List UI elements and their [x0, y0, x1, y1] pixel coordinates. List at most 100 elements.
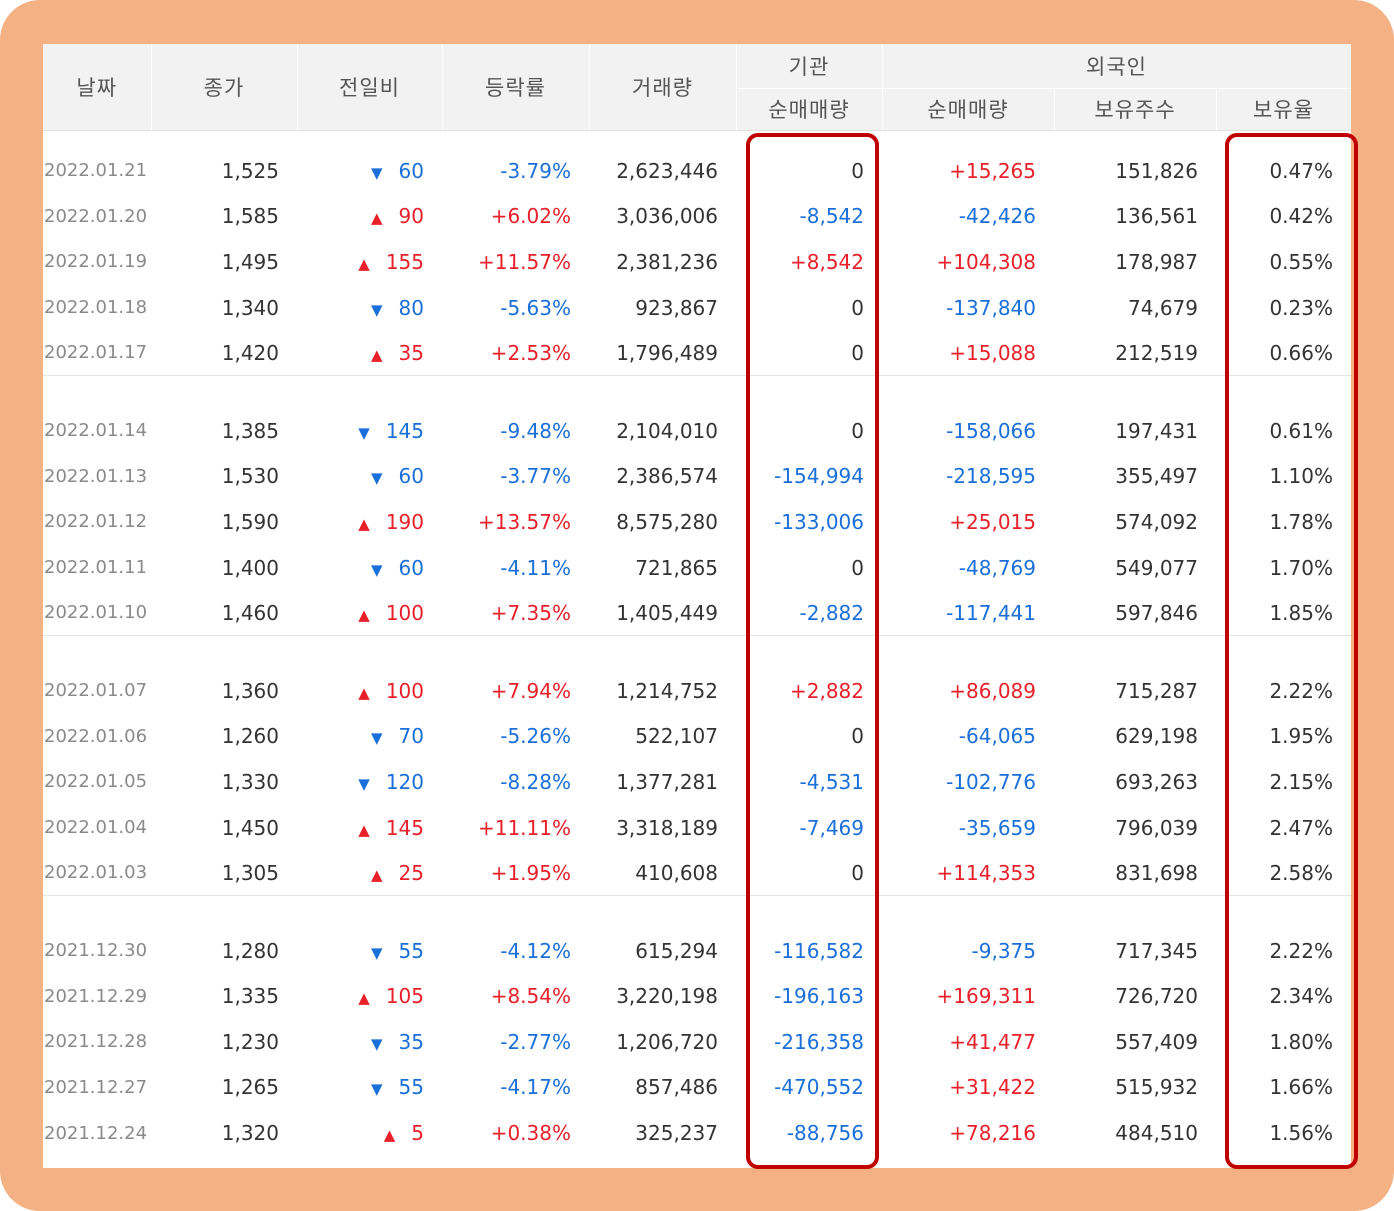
foreign-ratio-cell: 0.61%	[1269, 418, 1333, 443]
rate-cell: -5.63%	[500, 295, 571, 320]
volume-cell: 522,107	[635, 724, 718, 749]
inst-net-cell: -2,882	[799, 600, 864, 625]
change-cell: ▼ 55	[297, 1065, 442, 1111]
change-cell: ▼ 145	[297, 408, 442, 454]
triangle-down-icon: ▼	[371, 1034, 383, 1053]
inst-net-cell: 0	[851, 295, 864, 320]
volume-cell: 2,623,446	[616, 158, 718, 183]
close-cell: 1,265	[221, 1075, 279, 1100]
close-cell: 1,525	[221, 158, 279, 183]
header-foreign-net[interactable]: 순매매량	[882, 88, 1055, 131]
header-inst-net[interactable]: 순매매량	[736, 88, 883, 131]
header-date[interactable]: 날짜	[43, 44, 152, 131]
change-cell: ▲ 100	[297, 590, 442, 636]
header-foreign-shares[interactable]: 보유주수	[1054, 88, 1217, 131]
rate-cell: -3.77%	[500, 464, 571, 489]
date-cell: 2022.01.06	[44, 725, 148, 747]
table-row: 2021.12.24 1,320 ▲ 5 +0.38% 325,237 -88,756 +78…	[43, 1110, 1351, 1156]
date-cell: 2022.01.12	[44, 511, 148, 533]
change-cell: ▲ 105	[297, 974, 442, 1020]
table-row: 2022.01.18 1,340 ▼ 80 -5.63% 923,867 0 -137,840…	[43, 285, 1351, 331]
rate-cell: -4.11%	[500, 555, 571, 580]
header-foreign-ratio[interactable]: 보유율	[1216, 88, 1351, 131]
close-cell: 1,400	[221, 555, 279, 580]
foreign-net-cell: -48,769	[958, 555, 1036, 580]
change-cell: ▲ 100	[297, 668, 442, 714]
volume-cell: 721,865	[635, 555, 718, 580]
close-cell: 1,230	[221, 1029, 279, 1054]
rate-cell: +7.35%	[490, 600, 571, 625]
triangle-up-icon: ▲	[358, 605, 370, 624]
change-cell: ▼ 60	[297, 545, 442, 591]
volume-cell: 8,575,280	[616, 509, 718, 534]
foreign-ratio-cell: 1.66%	[1269, 1075, 1333, 1100]
volume-cell: 615,294	[635, 938, 718, 963]
foreign-net-cell: +15,088	[949, 340, 1036, 365]
foreign-net-cell: -117,441	[946, 600, 1036, 625]
triangle-down-icon: ▼	[371, 943, 383, 962]
foreign-net-cell: +15,265	[949, 158, 1036, 183]
date-cell: 2022.01.21	[44, 160, 148, 182]
change-value: 60	[398, 464, 424, 489]
header-close[interactable]: 종가	[151, 44, 298, 131]
header-rate[interactable]: 등락률	[442, 44, 590, 131]
volume-cell: 923,867	[635, 295, 718, 320]
date-cell: 2022.01.05	[44, 771, 148, 793]
header-foreign-group: 외국인	[882, 44, 1351, 89]
change-value: 120	[385, 769, 424, 794]
inst-net-cell: -154,994	[774, 464, 864, 489]
change-value: 60	[398, 158, 424, 183]
close-cell: 1,585	[221, 204, 279, 229]
date-cell: 2022.01.13	[44, 465, 148, 487]
volume-cell: 2,104,010	[616, 418, 718, 443]
table-body: 2022.01.21 1,525 ▼ 60 -3.79% 2,623,446 0 +15,26…	[43, 130, 1351, 1166]
foreign-shares-cell: 597,846	[1115, 600, 1198, 625]
foreign-shares-cell: 515,932	[1115, 1075, 1198, 1100]
separator-cell	[43, 635, 1351, 668]
group-separator	[43, 130, 1351, 148]
triangle-up-icon: ▲	[371, 209, 383, 228]
inst-net-cell: 0	[851, 860, 864, 885]
change-cell: ▼ 80	[297, 285, 442, 331]
foreign-ratio-cell: 2.15%	[1269, 769, 1333, 794]
inst-net-cell: -216,358	[774, 1029, 864, 1054]
table-row: 2022.01.20 1,585 ▲ 90 +6.02% 3,036,006 -8,542 -…	[43, 194, 1351, 240]
close-cell: 1,305	[221, 860, 279, 885]
table-row: 2022.01.19 1,495 ▲ 155 +11.57% 2,381,236 +8,54…	[43, 239, 1351, 285]
rate-cell: +11.11%	[477, 815, 571, 840]
inst-net-cell: 0	[851, 340, 864, 365]
table-row: 2021.12.27 1,265 ▼ 55 -4.17% 857,486 -470,552 +…	[43, 1065, 1351, 1111]
rate-cell: -4.12%	[500, 938, 571, 963]
foreign-shares-cell: 726,720	[1115, 984, 1198, 1009]
change-value: 100	[385, 678, 424, 703]
foreign-ratio-cell: 2.22%	[1269, 678, 1333, 703]
change-cell: ▼ 70	[297, 714, 442, 760]
triangle-up-icon: ▲	[358, 820, 370, 839]
header-volume[interactable]: 거래량	[589, 44, 737, 131]
inst-net-cell: 0	[851, 724, 864, 749]
foreign-net-cell: +41,477	[949, 1029, 1036, 1054]
foreign-shares-cell: 136,561	[1115, 204, 1198, 229]
table-row: 2022.01.05 1,330 ▼ 120 -8.28% 1,377,281 -4,531…	[43, 759, 1351, 805]
foreign-net-cell: -42,426	[958, 204, 1036, 229]
volume-cell: 1,405,449	[616, 600, 718, 625]
close-cell: 1,450	[221, 815, 279, 840]
foreign-shares-cell: 549,077	[1115, 555, 1198, 580]
rate-cell: +11.57%	[477, 249, 571, 274]
foreign-shares-cell: 197,431	[1115, 418, 1198, 443]
foreign-ratio-cell: 1.95%	[1269, 724, 1333, 749]
separator-cell	[43, 130, 1351, 148]
foreign-net-cell: -102,776	[946, 769, 1036, 794]
table-row: 2022.01.17 1,420 ▲ 35 +2.53% 1,796,489 0 +15,08…	[43, 330, 1351, 376]
group-separator	[43, 635, 1351, 668]
close-cell: 1,495	[221, 249, 279, 274]
table-row: 2021.12.29 1,335 ▲ 105 +8.54% 3,220,198 -196,1…	[43, 974, 1351, 1020]
triangle-up-icon: ▲	[371, 865, 383, 884]
foreign-shares-cell: 355,497	[1115, 464, 1198, 489]
foreign-ratio-cell: 1.56%	[1269, 1121, 1333, 1146]
header-change[interactable]: 전일비	[297, 44, 443, 131]
triangle-up-icon: ▲	[358, 683, 370, 702]
foreign-ratio-cell: 2.34%	[1269, 984, 1333, 1009]
foreign-ratio-cell: 1.78%	[1269, 509, 1333, 534]
close-cell: 1,590	[221, 509, 279, 534]
